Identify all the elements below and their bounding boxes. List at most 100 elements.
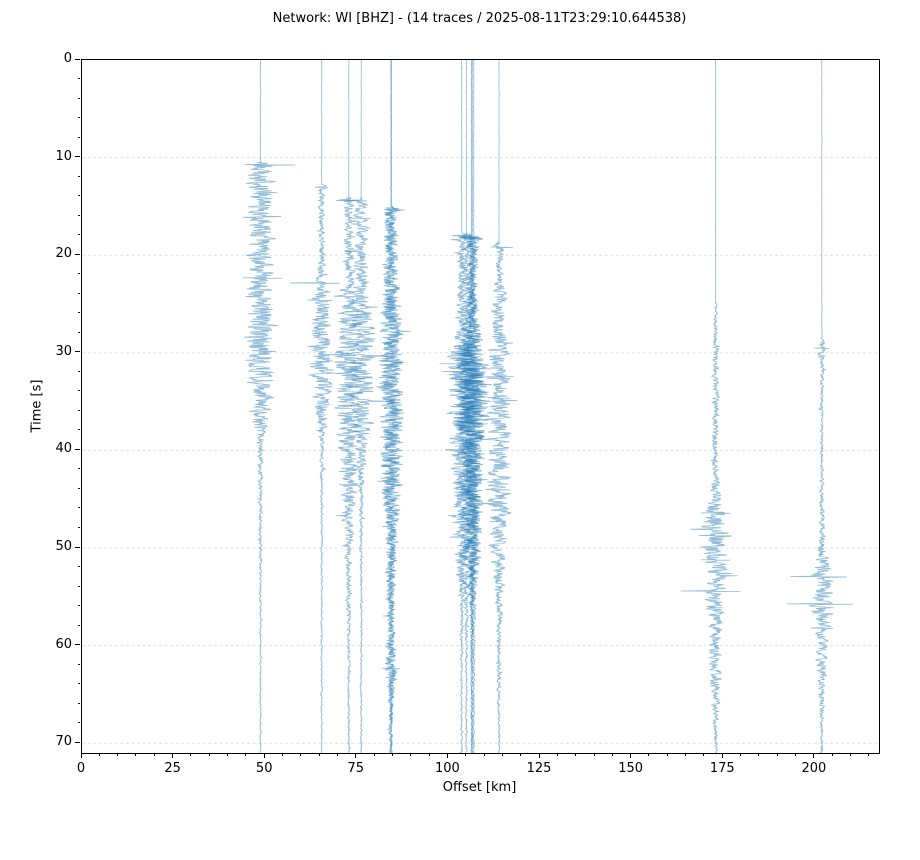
x-minor-tick: [868, 753, 870, 756]
y-minor-tick: [77, 312, 80, 314]
x-minor-tick: [410, 753, 412, 756]
x-minor-tick: [190, 753, 192, 756]
y-minor-tick: [77, 195, 80, 197]
y-major-tick: [75, 351, 80, 353]
y-minor-tick: [77, 273, 80, 275]
y-minor-tick: [77, 331, 80, 333]
y-major-tick: [75, 546, 80, 548]
y-minor-tick: [77, 683, 80, 685]
x-axis-label: Offset [km]: [442, 780, 517, 795]
y-major-tick: [75, 644, 80, 646]
x-tick-label: 175: [709, 761, 735, 776]
y-major-tick: [75, 156, 80, 158]
x-major-tick: [263, 753, 265, 758]
y-minor-tick: [77, 702, 80, 704]
x-minor-tick: [611, 753, 613, 756]
x-minor-tick: [318, 753, 320, 756]
x-tick-label: 75: [347, 761, 365, 776]
y-tick-label: 70: [55, 734, 72, 750]
x-minor-tick: [850, 753, 852, 756]
x-minor-tick: [575, 753, 577, 756]
y-minor-tick: [77, 117, 80, 119]
x-minor-tick: [501, 753, 503, 756]
y-major-tick: [75, 253, 80, 255]
y-minor-tick: [77, 527, 80, 528]
y-minor-tick: [77, 722, 80, 724]
x-major-tick: [538, 753, 540, 758]
x-minor-tick: [98, 753, 100, 756]
y-minor-tick: [77, 429, 80, 431]
x-minor-tick: [740, 753, 742, 756]
x-minor-tick: [135, 753, 137, 756]
x-minor-tick: [337, 753, 338, 756]
y-tick-label: 40: [55, 441, 72, 457]
x-minor-tick: [593, 753, 595, 756]
x-minor-tick: [282, 753, 284, 756]
y-minor-tick: [77, 605, 80, 607]
y-minor-tick: [77, 468, 80, 470]
x-minor-tick: [373, 753, 375, 756]
x-major-tick: [80, 753, 82, 758]
x-minor-tick: [483, 753, 485, 756]
y-minor-tick: [77, 624, 80, 626]
x-minor-tick: [245, 753, 247, 756]
x-major-tick: [355, 753, 357, 758]
y-tick-label: 0: [63, 51, 72, 66]
y-minor-tick: [77, 175, 80, 177]
y-minor-tick: [77, 487, 80, 489]
plot-area: [81, 59, 880, 754]
x-major-tick: [721, 753, 723, 758]
y-minor-tick: [77, 234, 80, 236]
x-minor-tick: [117, 753, 119, 756]
y-minor-tick: [77, 663, 80, 665]
x-minor-tick: [648, 753, 650, 756]
x-minor-tick: [153, 753, 155, 756]
x-minor-tick: [666, 753, 668, 756]
x-tick-label: 0: [76, 761, 86, 776]
y-tick-label: 60: [55, 636, 72, 652]
y-major-tick: [75, 58, 80, 60]
x-major-tick: [446, 753, 448, 758]
y-tick-label: 10: [55, 148, 72, 164]
x-tick-label: 125: [526, 761, 552, 776]
x-minor-tick: [465, 753, 467, 756]
y-tick-label: 20: [55, 246, 72, 262]
x-minor-tick: [556, 753, 558, 756]
y-minor-tick: [77, 214, 80, 216]
x-minor-tick: [428, 753, 430, 756]
y-minor-tick: [77, 409, 80, 411]
x-minor-tick: [685, 753, 687, 756]
y-minor-tick: [77, 507, 80, 509]
y-minor-tick: [77, 78, 80, 80]
x-minor-tick: [208, 753, 210, 756]
x-minor-tick: [391, 753, 393, 756]
x-minor-tick: [300, 753, 302, 756]
x-tick-label: 150: [618, 761, 644, 776]
x-minor-tick: [776, 753, 778, 756]
y-axis-label: Time [s]: [29, 379, 45, 433]
x-tick-label: 50: [255, 761, 273, 776]
x-major-tick: [630, 753, 632, 758]
x-minor-tick: [227, 753, 229, 756]
y-major-tick: [75, 448, 80, 450]
x-major-tick: [813, 753, 815, 758]
y-major-tick: [75, 741, 80, 743]
y-minor-tick: [77, 585, 80, 587]
x-major-tick: [172, 753, 174, 758]
x-minor-tick: [795, 753, 797, 756]
y-minor-tick: [77, 97, 80, 99]
x-minor-tick: [703, 753, 705, 756]
y-minor-tick: [77, 390, 80, 392]
x-minor-tick: [520, 753, 522, 756]
x-tick-label: 100: [435, 761, 460, 776]
x-minor-tick: [758, 753, 760, 756]
x-minor-tick: [831, 753, 833, 756]
y-minor-tick: [77, 136, 80, 138]
plot-title: Network: WI [BHZ] - (14 traces / 2025-08…: [272, 11, 687, 26]
x-tick-label: 25: [164, 761, 181, 776]
y-tick-label: 50: [55, 539, 72, 555]
record-section-canvas: [82, 60, 879, 753]
y-minor-tick: [77, 292, 80, 294]
y-tick-label: 30: [55, 343, 72, 359]
